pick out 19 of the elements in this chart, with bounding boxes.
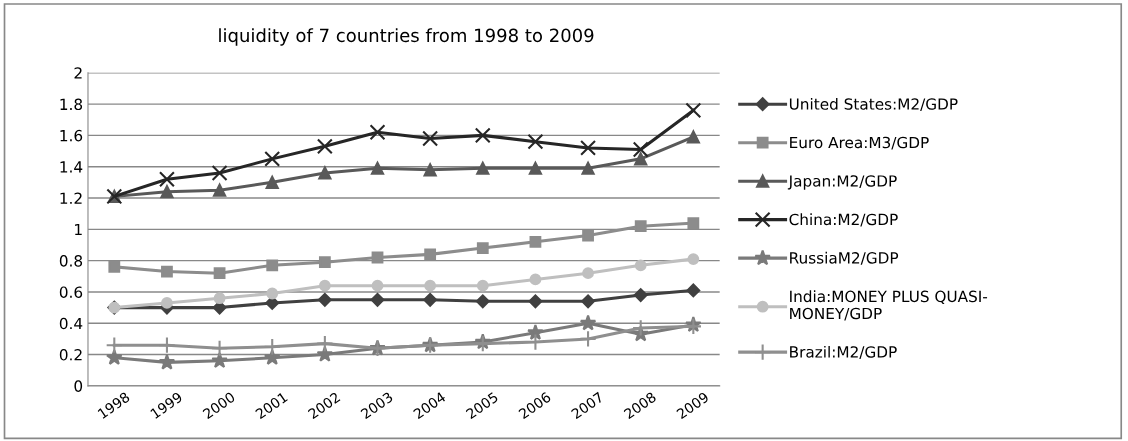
chart-title: liquidity of 7 countries from 1998 to 2009 xyxy=(219,28,594,46)
legend-label: China:M2/GDP xyxy=(789,213,898,227)
y-tick-label: 1.8 xyxy=(60,98,83,111)
y-tick-label: 1.4 xyxy=(60,161,83,173)
y-tick-label: 1.2 xyxy=(60,192,82,204)
y-tick-label: 0 xyxy=(74,380,83,392)
y-tick-label: 0.4 xyxy=(59,317,83,330)
legend-label: Euro Area:M3/GDP xyxy=(790,136,929,150)
legend-label: Japan:M2/GDP xyxy=(787,175,897,190)
y-tick-label: 0.2 xyxy=(59,349,82,361)
legend-label: India:MONEY PLUS QUASI- MONEY/GDP xyxy=(790,290,988,321)
y-tick-label: 1 xyxy=(75,223,82,236)
legend-label: Brazil:M2/GDP xyxy=(790,345,897,359)
y-tick-label: 1.6 xyxy=(60,129,83,142)
y-tick-label: 0.8 xyxy=(59,255,83,267)
legend-label: RussiaM2/GDP xyxy=(790,251,899,265)
legend-label: United States:M2/GDP xyxy=(789,97,958,111)
y-tick-label: 2 xyxy=(74,67,82,79)
y-tick-label: 0.6 xyxy=(59,286,83,298)
